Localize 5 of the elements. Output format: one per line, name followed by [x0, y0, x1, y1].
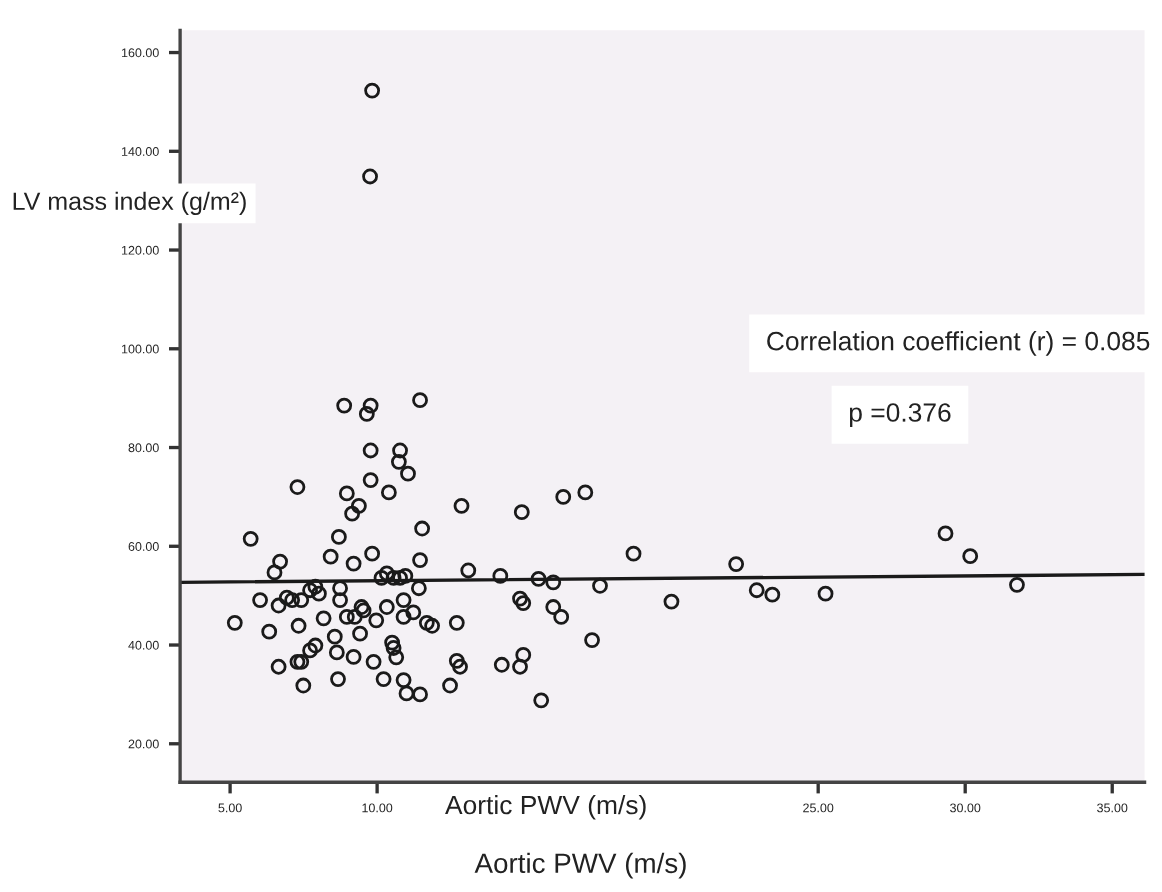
annotation: p =0.376 — [849, 403, 951, 428]
x-axis-title: Aortic PWV (m/s) — [474, 852, 686, 879]
y-axis-title: LV mass index (g/m²) — [13, 191, 246, 216]
annotation: Correlation coefficient (r) = 0.085 — [767, 331, 1150, 356]
text: Aortic PWV (m/s) — [445, 794, 646, 820]
